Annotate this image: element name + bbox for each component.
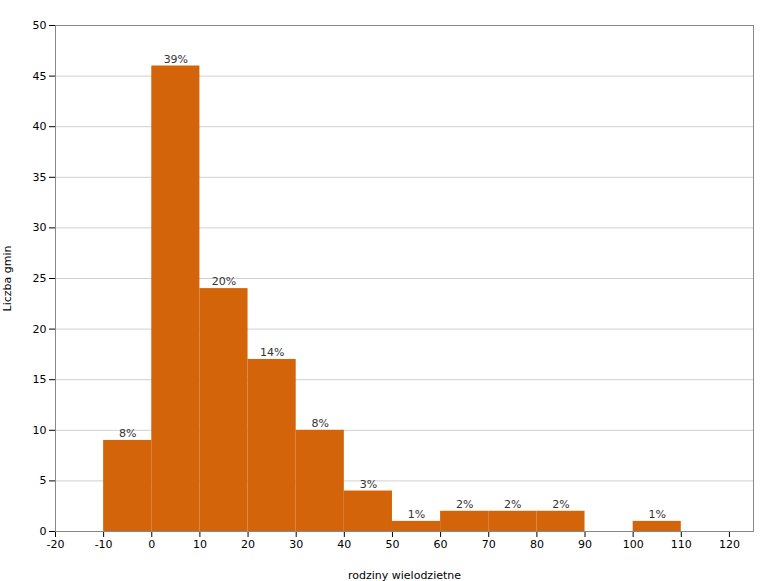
svg-text:30: 30	[33, 221, 47, 234]
svg-text:25: 25	[33, 272, 47, 285]
svg-text:45: 45	[33, 70, 47, 83]
svg-text:2%: 2%	[504, 498, 521, 511]
svg-text:40: 40	[337, 538, 351, 551]
svg-text:1%: 1%	[648, 508, 665, 521]
svg-text:rodziny wielodzietne: rodziny wielodzietne	[348, 569, 461, 581]
svg-text:50: 50	[33, 19, 47, 32]
svg-text:0: 0	[40, 525, 47, 538]
svg-text:110: 110	[671, 538, 692, 551]
svg-text:2%: 2%	[552, 498, 569, 511]
svg-text:8%: 8%	[119, 427, 136, 440]
svg-text:70: 70	[482, 538, 496, 551]
svg-text:39%: 39%	[164, 53, 188, 66]
svg-text:100: 100	[623, 538, 644, 551]
svg-text:14%: 14%	[260, 346, 284, 359]
svg-text:20%: 20%	[212, 275, 236, 288]
svg-text:-10: -10	[95, 538, 113, 551]
svg-text:50: 50	[385, 538, 399, 551]
svg-text:1%: 1%	[408, 508, 425, 521]
svg-text:-20: -20	[47, 538, 65, 551]
svg-text:90: 90	[578, 538, 592, 551]
svg-text:15: 15	[33, 373, 47, 386]
svg-text:120: 120	[719, 538, 740, 551]
svg-text:3%: 3%	[360, 478, 377, 491]
svg-text:0: 0	[148, 538, 155, 551]
svg-text:80: 80	[530, 538, 544, 551]
svg-text:35: 35	[33, 171, 47, 184]
svg-text:20: 20	[241, 538, 255, 551]
svg-text:2%: 2%	[456, 498, 473, 511]
svg-text:40: 40	[33, 120, 47, 133]
svg-text:10: 10	[33, 424, 47, 437]
svg-text:Liczba gmin: Liczba gmin	[1, 245, 14, 311]
svg-text:30: 30	[289, 538, 303, 551]
svg-text:20: 20	[33, 323, 47, 336]
svg-text:10: 10	[193, 538, 207, 551]
svg-text:60: 60	[434, 538, 448, 551]
svg-text:8%: 8%	[312, 417, 329, 430]
svg-text:5: 5	[40, 474, 47, 487]
